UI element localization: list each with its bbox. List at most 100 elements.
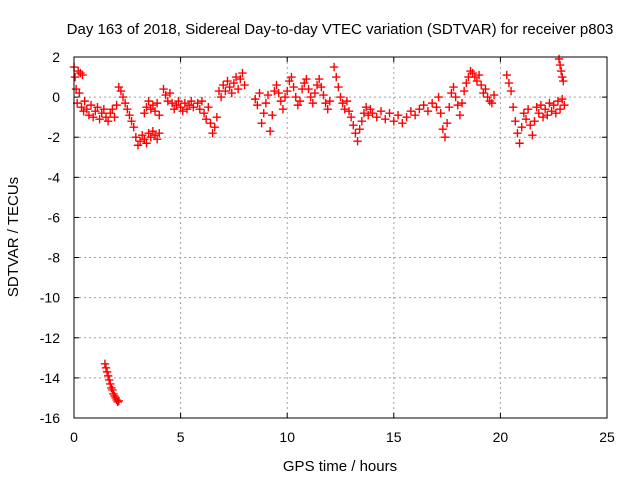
data-point xyxy=(398,118,407,128)
x-tick-label: 25 xyxy=(599,429,615,445)
data-point xyxy=(70,72,80,82)
data-point xyxy=(555,104,565,114)
data-point xyxy=(283,86,292,96)
data-point xyxy=(457,98,467,108)
data-point xyxy=(323,104,332,114)
data-point xyxy=(462,78,471,88)
data-point xyxy=(155,110,164,120)
y-tick-label: -6 xyxy=(48,209,61,225)
data-point xyxy=(547,106,556,116)
y-tick-label: 2 xyxy=(52,49,60,65)
data-point xyxy=(193,98,202,108)
data-point xyxy=(306,92,315,102)
data-point xyxy=(432,102,441,112)
y-tick-label: -14 xyxy=(40,370,60,386)
data-point xyxy=(528,131,537,140)
data-point xyxy=(487,98,497,108)
data-point xyxy=(270,86,279,96)
data-point xyxy=(321,98,330,108)
data-point xyxy=(116,86,126,96)
data-point xyxy=(140,108,149,118)
data-point xyxy=(278,104,288,114)
data-point xyxy=(95,114,104,124)
data-point xyxy=(551,108,561,118)
data-point xyxy=(355,125,364,134)
data-point xyxy=(521,114,531,124)
data-point xyxy=(517,122,526,132)
data-point xyxy=(549,100,558,110)
data-point xyxy=(257,118,266,128)
data-point xyxy=(104,375,114,385)
data-point xyxy=(325,96,335,106)
data-point xyxy=(310,88,320,98)
data-point xyxy=(353,137,362,146)
data-point xyxy=(459,86,469,96)
data-point xyxy=(381,114,390,124)
x-tick-label: 5 xyxy=(177,429,185,445)
data-point xyxy=(225,82,234,92)
data-point xyxy=(251,94,260,104)
data-point xyxy=(268,110,277,120)
data-point xyxy=(336,92,345,102)
data-point xyxy=(223,76,232,86)
y-tick-label: -2 xyxy=(48,129,61,145)
data-point xyxy=(349,120,358,130)
data-point xyxy=(427,98,437,108)
data-point xyxy=(334,82,343,92)
data-point xyxy=(102,367,112,377)
data-point xyxy=(489,90,499,100)
data-point xyxy=(88,112,98,122)
data-point xyxy=(312,80,322,90)
data-point xyxy=(291,92,300,102)
data-point xyxy=(255,88,264,98)
data-point xyxy=(317,82,326,92)
data-point xyxy=(280,92,290,102)
data-point xyxy=(201,114,211,124)
data-point xyxy=(135,137,145,146)
data-point xyxy=(556,66,566,76)
data-point xyxy=(449,82,458,92)
data-point xyxy=(402,112,411,122)
data-point xyxy=(210,122,219,132)
data-point xyxy=(340,104,349,114)
data-point xyxy=(236,74,245,84)
data-point xyxy=(108,104,117,114)
data-point xyxy=(357,116,367,126)
data-point xyxy=(238,68,247,78)
data-point xyxy=(120,98,130,108)
data-point xyxy=(229,78,239,88)
data-point xyxy=(276,96,286,106)
data-point xyxy=(263,90,273,100)
data-point xyxy=(558,94,567,104)
data-point xyxy=(332,72,341,82)
data-point xyxy=(351,129,360,138)
data-point xyxy=(231,72,241,82)
data-point xyxy=(477,80,486,90)
data-point xyxy=(93,102,102,112)
data-point xyxy=(393,110,403,120)
data-point xyxy=(265,127,275,136)
data-point xyxy=(110,112,119,122)
data-point xyxy=(532,102,541,112)
data-point xyxy=(534,108,543,118)
data-point xyxy=(502,70,511,80)
data-point xyxy=(216,92,226,102)
data-point xyxy=(515,139,524,148)
data-point xyxy=(314,74,324,84)
data-point xyxy=(445,102,454,112)
data-point xyxy=(131,133,141,142)
data-point xyxy=(385,108,394,118)
data-point xyxy=(530,116,539,126)
data-point xyxy=(114,396,123,406)
data-point xyxy=(504,78,514,88)
data-point xyxy=(75,88,84,98)
data-point xyxy=(553,96,563,106)
data-point xyxy=(434,92,443,102)
data-point xyxy=(438,125,448,134)
y-tick-label: -10 xyxy=(40,290,60,306)
data-point xyxy=(555,60,565,70)
data-point xyxy=(142,102,151,112)
data-point xyxy=(560,100,569,110)
data-point xyxy=(99,104,109,114)
y-tick-label: -12 xyxy=(40,330,60,346)
